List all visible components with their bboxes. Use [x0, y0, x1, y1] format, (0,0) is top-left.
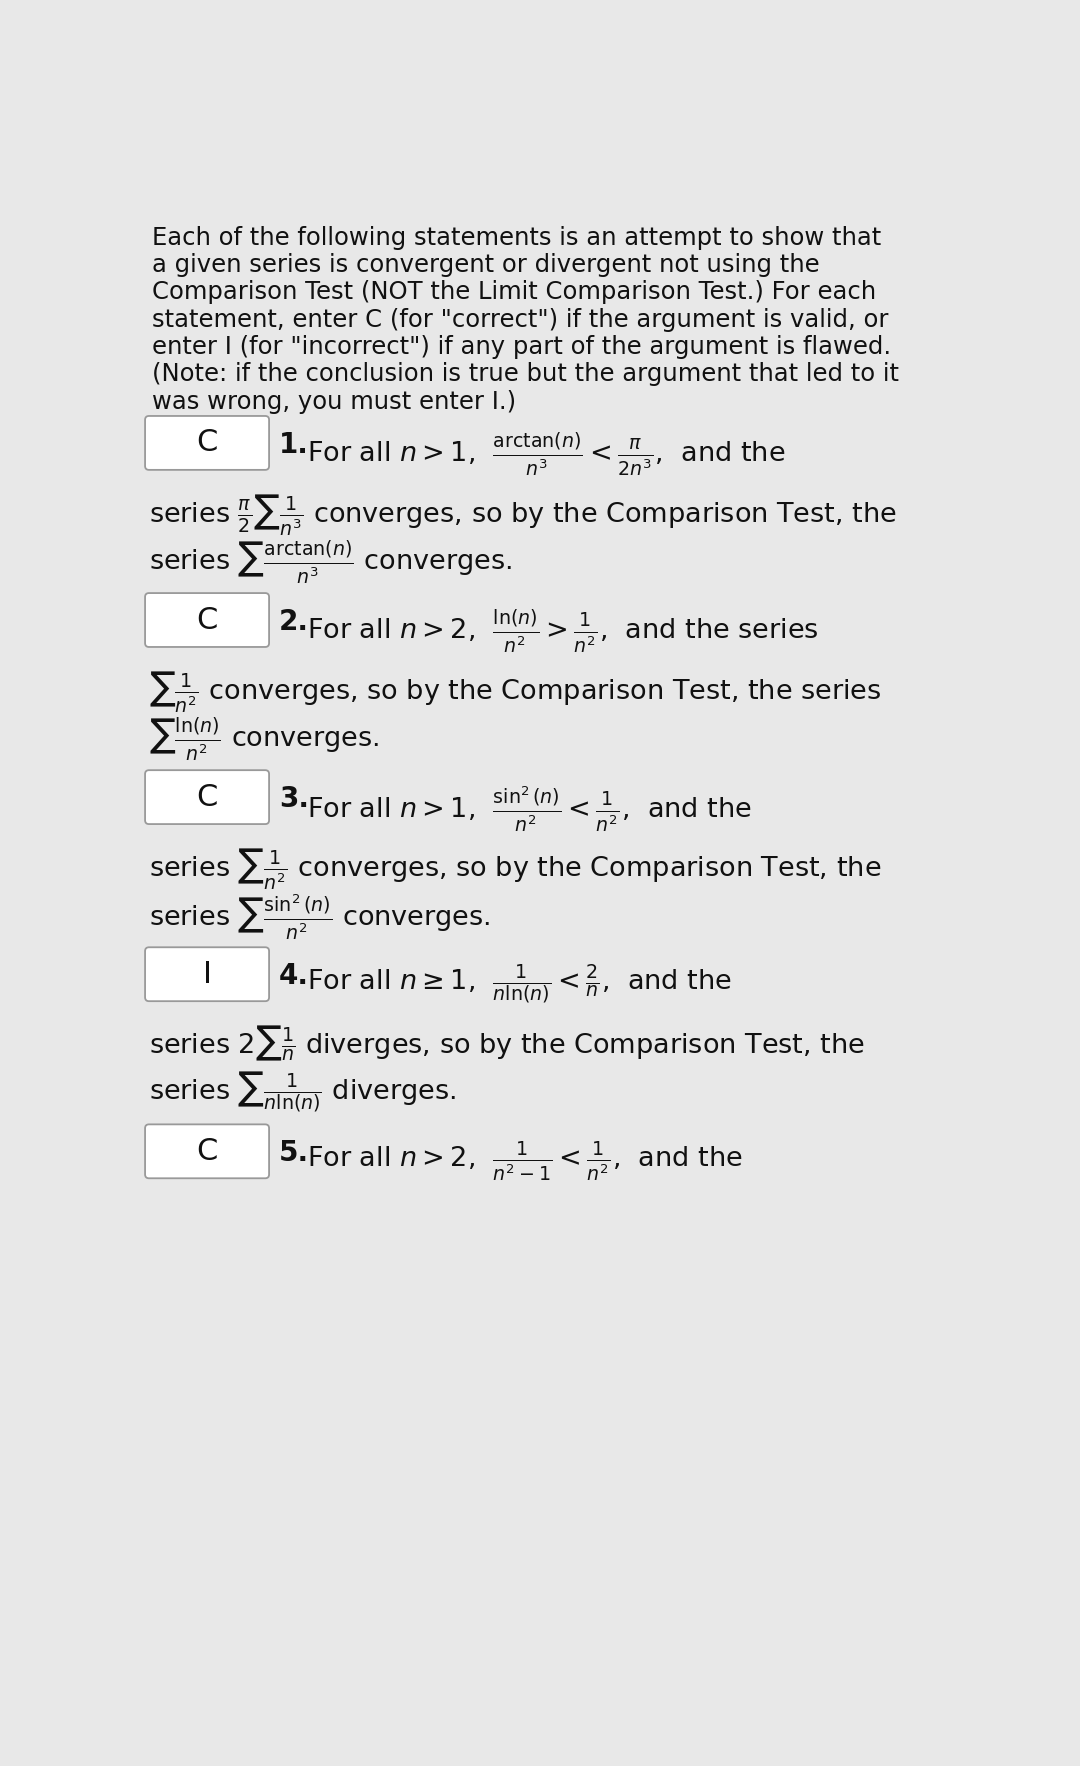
Text: series $\sum \frac{1}{n^2}$ converges, so by the Comparison Test, the: series $\sum \frac{1}{n^2}$ converges, s…	[149, 846, 881, 892]
Text: For all $n > 2$,  $\frac{\ln(n)}{n^2} > \frac{1}{n^2}$,  and the series: For all $n > 2$, $\frac{\ln(n)}{n^2} > \…	[307, 608, 819, 657]
Text: C: C	[197, 606, 218, 634]
Text: For all $n \geq 1$,  $\frac{1}{n\ln(n)} < \frac{2}{n}$,  and the: For all $n \geq 1$, $\frac{1}{n\ln(n)} <…	[307, 962, 732, 1005]
Text: series $2\sum \frac{1}{n}$ diverges, so by the Comparison Test, the: series $2\sum \frac{1}{n}$ diverges, so …	[149, 1024, 865, 1063]
Text: series $\frac{\pi}{2}\sum \frac{1}{n^3}$ converges, so by the Comparison Test, t: series $\frac{\pi}{2}\sum \frac{1}{n^3}$…	[149, 493, 896, 539]
Text: a given series is convergent or divergent not using the: a given series is convergent or divergen…	[152, 253, 820, 277]
Text: 2.: 2.	[279, 608, 309, 636]
Text: series $\sum \frac{1}{n\ln(n)}$ diverges.: series $\sum \frac{1}{n\ln(n)}$ diverges…	[149, 1070, 456, 1114]
Text: 1.: 1.	[279, 431, 309, 459]
Text: C: C	[197, 1137, 218, 1166]
Text: Comparison Test (NOT the Limit Comparison Test.) For each: Comparison Test (NOT the Limit Compariso…	[152, 281, 876, 304]
FancyBboxPatch shape	[145, 947, 269, 1001]
Text: statement, enter C (for "correct") if the argument is valid, or: statement, enter C (for "correct") if th…	[152, 307, 889, 332]
FancyBboxPatch shape	[145, 593, 269, 646]
FancyBboxPatch shape	[145, 1125, 269, 1178]
Text: For all $n > 1$,  $\frac{\sin^2(n)}{n^2} < \frac{1}{n^2}$,  and the: For all $n > 1$, $\frac{\sin^2(n)}{n^2} …	[307, 784, 752, 834]
Text: 5.: 5.	[279, 1139, 309, 1167]
Text: 4.: 4.	[279, 962, 309, 991]
Text: 3.: 3.	[279, 784, 309, 812]
FancyBboxPatch shape	[145, 770, 269, 825]
Text: $\sum \frac{\ln(n)}{n^2}$ converges.: $\sum \frac{\ln(n)}{n^2}$ converges.	[149, 715, 379, 765]
Text: C: C	[197, 429, 218, 457]
Text: Each of the following statements is an attempt to show that: Each of the following statements is an a…	[152, 226, 881, 249]
Text: I: I	[203, 959, 212, 989]
Text: series $\sum \frac{\mathrm{arctan}(n)}{n^3}$ converges.: series $\sum \frac{\mathrm{arctan}(n)}{n…	[149, 539, 512, 586]
Text: For all $n > 1$,  $\frac{\mathrm{arctan}(n)}{n^3} < \frac{\pi}{2n^3}$,  and the: For all $n > 1$, $\frac{\mathrm{arctan}(…	[307, 431, 785, 479]
Text: C: C	[197, 782, 218, 812]
Text: For all $n > 2$,  $\frac{1}{n^2-1} < \frac{1}{n^2}$,  and the: For all $n > 2$, $\frac{1}{n^2-1} < \fra…	[307, 1139, 743, 1183]
Text: (Note: if the conclusion is true but the argument that led to it: (Note: if the conclusion is true but the…	[152, 362, 899, 387]
Text: enter I (for "incorrect") if any part of the argument is flawed.: enter I (for "incorrect") if any part of…	[152, 336, 891, 358]
Text: $\sum \frac{1}{n^2}$ converges, so by the Comparison Test, the series: $\sum \frac{1}{n^2}$ converges, so by th…	[149, 669, 881, 715]
Text: series $\sum \frac{\sin^2(n)}{n^2}$ converges.: series $\sum \frac{\sin^2(n)}{n^2}$ conv…	[149, 892, 490, 943]
Text: was wrong, you must enter I.): was wrong, you must enter I.)	[152, 390, 516, 413]
FancyBboxPatch shape	[145, 417, 269, 470]
